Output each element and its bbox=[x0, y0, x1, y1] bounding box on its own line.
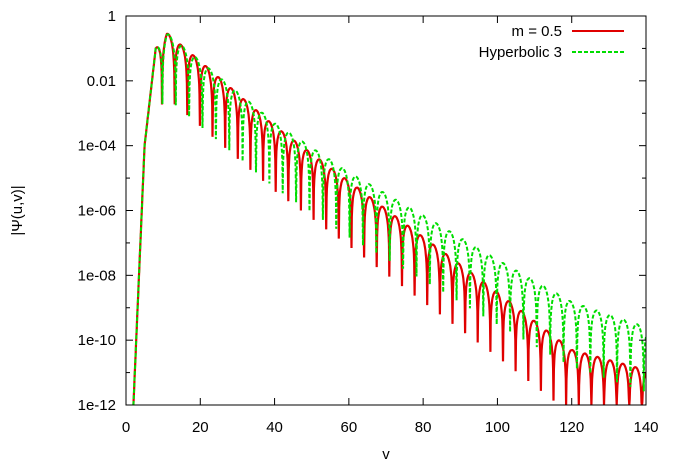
series-layer bbox=[132, 32, 646, 405]
y-tick-label: 1e-08 bbox=[78, 267, 116, 284]
y-tick-label: 1 bbox=[108, 8, 116, 25]
y-tick-label: 1e-06 bbox=[78, 203, 116, 220]
x-tick-label: 0 bbox=[122, 419, 130, 436]
y-tick-label: 1e-12 bbox=[78, 397, 116, 414]
x-tick-label: 120 bbox=[559, 419, 584, 436]
x-tick-label: 80 bbox=[415, 419, 432, 436]
legend-label: Hyperbolic 3 bbox=[479, 44, 562, 61]
x-axis: 0 20 40 60 80 100 120 140 bbox=[122, 16, 659, 436]
y-axis: 1 0.01 1e-04 1e-06 1e-08 1e-10 1e-12 bbox=[78, 8, 646, 414]
x-tick-label: 40 bbox=[266, 419, 283, 436]
y-tick-label: 1e-04 bbox=[78, 138, 116, 155]
x-tick-label: 60 bbox=[341, 419, 358, 436]
legend: m = 0.5 Hyperbolic 3 bbox=[479, 23, 624, 61]
x-tick-label: 100 bbox=[485, 419, 510, 436]
y-axis-label: |Ψ(u,v)| bbox=[9, 185, 26, 235]
x-axis-label: v bbox=[382, 446, 390, 463]
legend-label: m = 0.5 bbox=[512, 23, 562, 40]
y-tick-label: 1e-10 bbox=[78, 332, 116, 349]
x-tick-label: 140 bbox=[633, 419, 658, 436]
y-tick-label: 0.01 bbox=[87, 73, 116, 90]
x-tick-label: 20 bbox=[192, 419, 209, 436]
series-line-hyperbolic-3 bbox=[132, 33, 646, 405]
